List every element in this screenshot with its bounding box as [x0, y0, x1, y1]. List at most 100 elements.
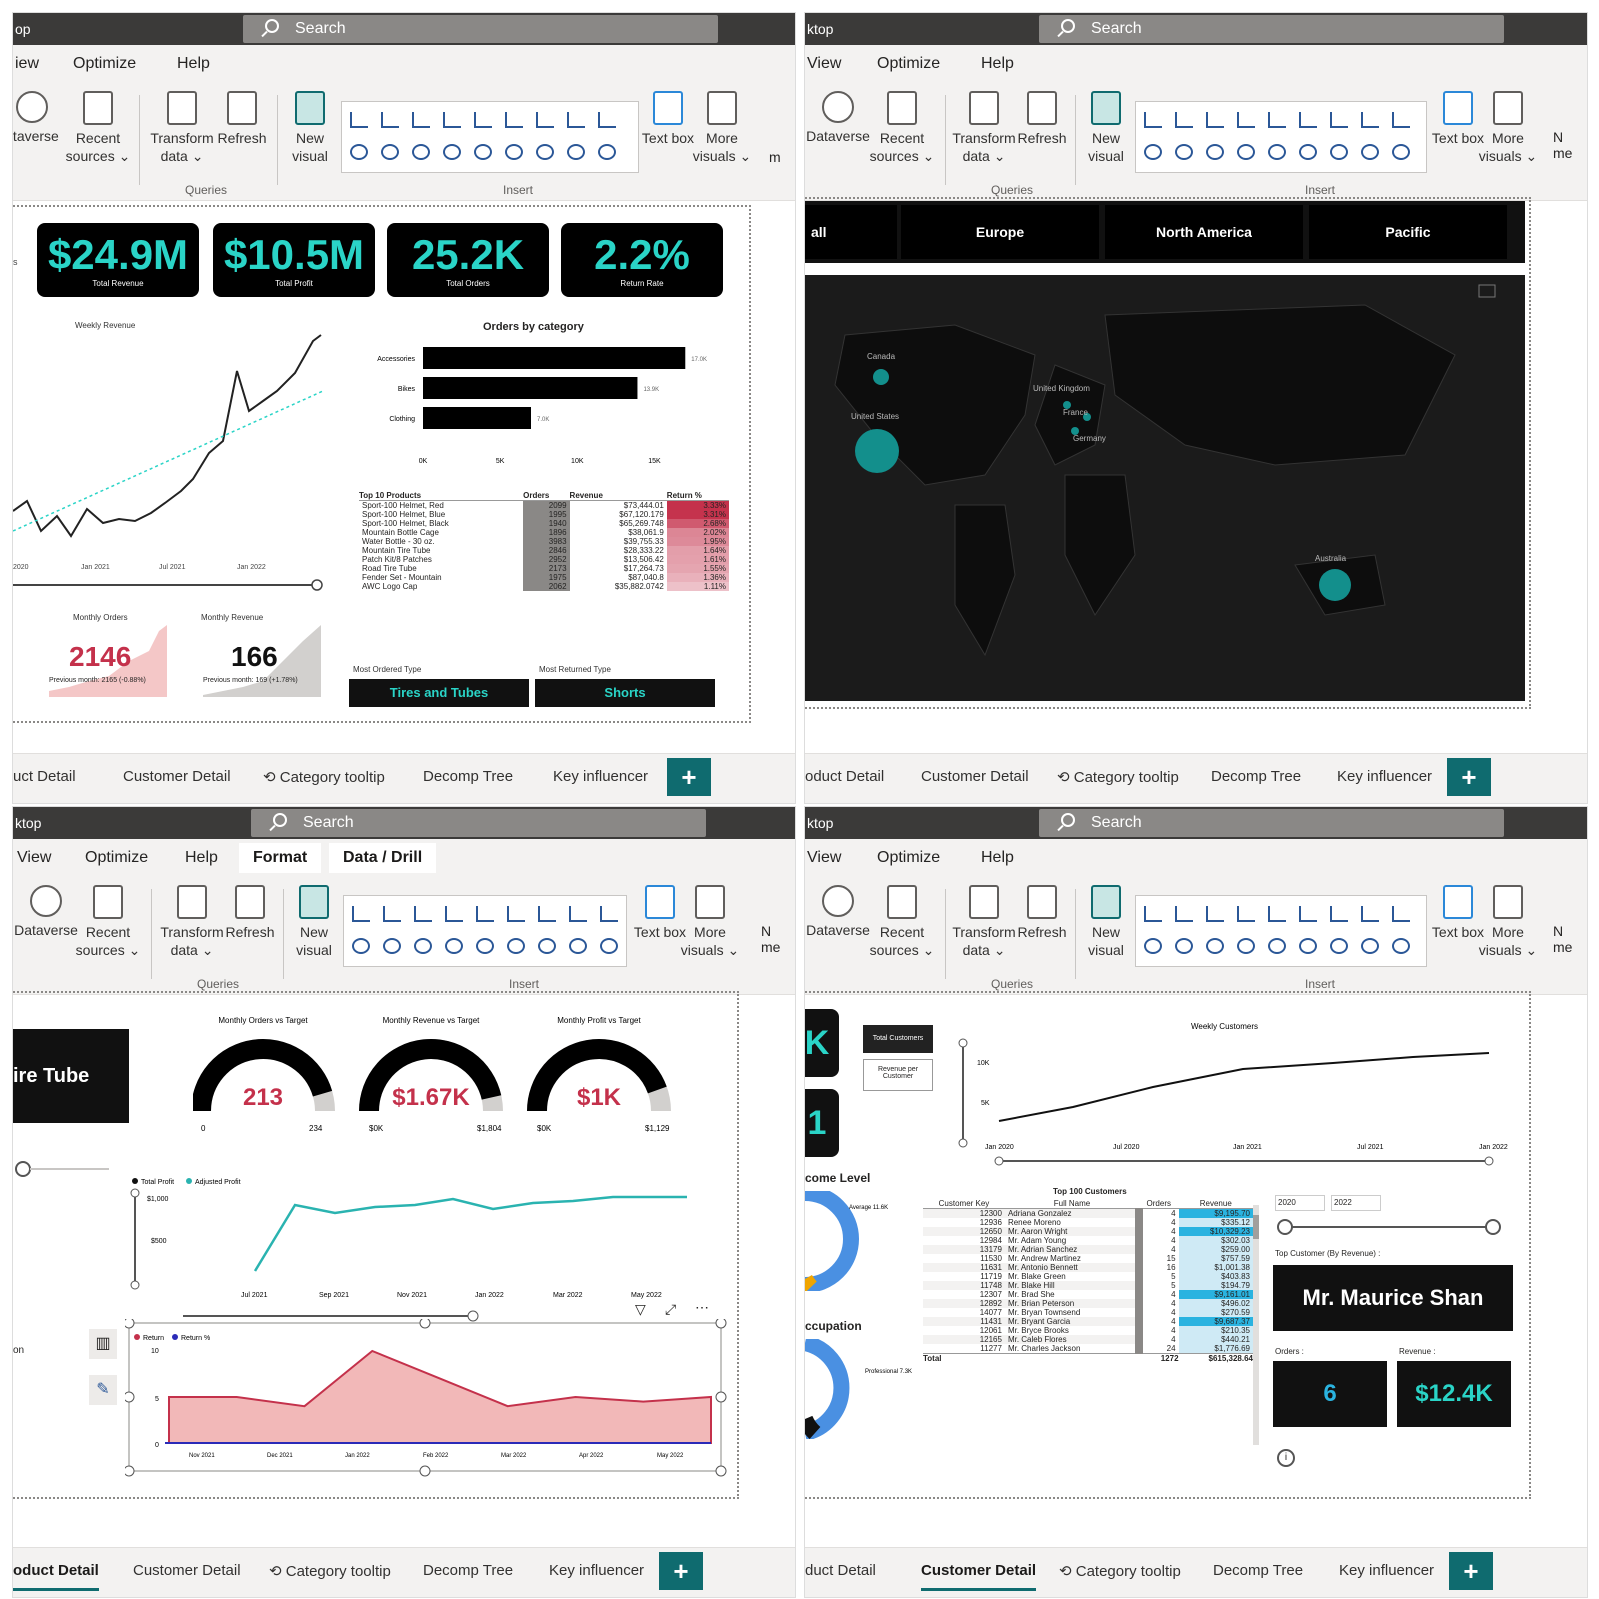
gallery-visual-icon[interactable]	[414, 906, 432, 922]
gallery-visual-icon[interactable]	[1175, 906, 1193, 922]
gallery-visual-icon[interactable]	[1392, 906, 1410, 922]
tab-key-influencer[interactable]: Key influencer	[1337, 768, 1433, 785]
table-row[interactable]: 13179 Mr. Adrian Sanchez 4 $259.00	[923, 1245, 1253, 1254]
year-from-input[interactable]: 2020	[1275, 1195, 1325, 1211]
gallery-visual-icon[interactable]	[1237, 112, 1255, 128]
gallery-visual-icon[interactable]	[474, 144, 492, 160]
menu-optimize[interactable]: Optimize	[73, 55, 137, 72]
tab-category-tooltip[interactable]: ⟲ Category tooltip	[269, 1563, 391, 1580]
table-row[interactable]: Patch Kit/8 Patches 2952 $13,506.42 1.61%	[359, 555, 729, 564]
table-row[interactable]: Water Bottle - 30 oz. 3983 $39,755.33 1.95%	[359, 537, 729, 546]
gallery-visual-icon[interactable]	[1237, 906, 1255, 922]
col-header-revenue[interactable]: Revenue	[1199, 1199, 1232, 1208]
table-row[interactable]: Sport-100 Helmet, Blue 1995 $67,120.179 3.3…	[359, 510, 729, 519]
gallery-visual-icon[interactable]	[600, 938, 618, 954]
more-visuals-button[interactable]: More visuals ⌄	[677, 885, 743, 959]
table-row[interactable]: 12061 Mr. Bryce Brooks 4 $210.35	[923, 1326, 1253, 1335]
gallery-visual-icon[interactable]	[598, 112, 616, 128]
tab-product-detail[interactable]: uct Detail	[13, 768, 76, 785]
text-box-button[interactable]: Text box	[1425, 91, 1491, 147]
tab-category-tooltip[interactable]: ⟲ Category tooltip	[1057, 769, 1179, 786]
menu-help[interactable]: Help	[981, 849, 1014, 866]
table-row[interactable]: 11277 Mr. Charles Jackson 24 $1,776.69	[923, 1344, 1253, 1354]
menu-optimize[interactable]: Optimize	[877, 55, 941, 72]
gallery-visual-icon[interactable]	[1361, 112, 1379, 128]
add-page-button[interactable]: +	[659, 1552, 703, 1590]
region-europe[interactable]: Europe	[901, 205, 1099, 259]
left-slider[interactable]	[13, 1159, 113, 1179]
menu-view[interactable]: iew	[15, 55, 40, 72]
more-visuals-button[interactable]: More visuals ⌄	[689, 91, 755, 165]
gallery-visual-icon[interactable]	[443, 112, 461, 128]
gallery-visual-icon[interactable]	[1361, 938, 1379, 954]
occupation-donut[interactable]: Professional 7.3K	[805, 1339, 925, 1439]
visual-gallery[interactable]	[1135, 895, 1427, 967]
col-header-product[interactable]: Top 10 Products	[359, 491, 422, 500]
top10-products-table[interactable]: Top 10 Products Orders Revenue Return % …	[359, 491, 729, 591]
region-pacific[interactable]: Pacific	[1309, 205, 1507, 259]
kpi-total-orders[interactable]: 25.2K Total Orders	[387, 223, 549, 297]
kpi-return-rate[interactable]: 2.2% Return Rate	[561, 223, 723, 297]
tab-product-detail[interactable]: oduct Detail	[805, 768, 885, 785]
gallery-visual-icon[interactable]	[350, 112, 368, 128]
gallery-visual-icon[interactable]	[1175, 112, 1193, 128]
gallery-visual-icon[interactable]	[1299, 906, 1317, 922]
table-row[interactable]: 12984 Mr. Adam Young 4 $302.03	[923, 1236, 1253, 1245]
visual-gallery[interactable]	[1135, 101, 1427, 173]
gallery-visual-icon[interactable]	[1206, 938, 1224, 954]
more-visuals-button[interactable]: More visuals ⌄	[1475, 885, 1541, 959]
col-header-customer-key[interactable]: Customer Key	[938, 1199, 990, 1208]
selected-product-card[interactable]: ire Tube	[13, 1029, 129, 1123]
gallery-visual-icon[interactable]	[1392, 938, 1410, 954]
tab-customer-detail[interactable]: Customer Detail	[921, 1562, 1037, 1591]
weekly-customers-chart[interactable]: Weekly Customers 10K 5K Jan 2020 Jul 202…	[953, 1017, 1523, 1167]
year-to-input[interactable]: 2022	[1331, 1195, 1381, 1211]
gallery-visual-icon[interactable]	[1268, 938, 1286, 954]
gallery-visual-icon[interactable]	[536, 112, 554, 128]
gallery-visual-icon[interactable]	[1299, 144, 1317, 160]
menu-view[interactable]: View	[807, 55, 842, 72]
gallery-visual-icon[interactable]	[383, 938, 401, 954]
gallery-visual-icon[interactable]	[569, 938, 587, 954]
new-visual-button[interactable]: New visual	[1073, 885, 1139, 959]
gallery-visual-icon[interactable]	[1361, 906, 1379, 922]
gallery-visual-icon[interactable]	[1144, 112, 1162, 128]
income-donut[interactable]: Average 11.6K	[805, 1191, 925, 1291]
gallery-visual-icon[interactable]	[381, 144, 399, 160]
search-box[interactable]: Search	[243, 15, 718, 43]
gallery-visual-icon[interactable]	[352, 906, 370, 922]
tab-key-influencer[interactable]: Key influencer	[1339, 1562, 1435, 1579]
table-row[interactable]: 12650 Mr. Aaron Wright 4 $10,329.23	[923, 1227, 1253, 1236]
toggle-total-customers[interactable]: Total Customers	[863, 1025, 933, 1053]
gallery-visual-icon[interactable]	[383, 906, 401, 922]
gallery-visual-icon[interactable]	[1268, 112, 1286, 128]
tab-decomp-tree[interactable]: Decomp Tree	[423, 1562, 514, 1579]
gallery-visual-icon[interactable]	[1392, 144, 1410, 160]
top-customer-card[interactable]: Mr. Maurice Shan	[1273, 1265, 1513, 1331]
gallery-visual-icon[interactable]	[1268, 144, 1286, 160]
gallery-visual-icon[interactable]	[445, 938, 463, 954]
orders-card[interactable]: 6	[1273, 1361, 1387, 1427]
tab-key-influencer[interactable]: Key influencer	[549, 1562, 645, 1579]
gallery-visual-icon[interactable]	[507, 938, 525, 954]
recent-sources-button[interactable]: Recent sources ⌄	[65, 91, 131, 165]
dataverse-button[interactable]: ataverse	[13, 91, 65, 145]
table-row[interactable]: 14077 Mr. Bryan Townsend 4 $270.59	[923, 1308, 1253, 1317]
dataverse-button[interactable]: Dataverse	[805, 91, 871, 145]
visual-gallery[interactable]	[343, 895, 627, 967]
gallery-visual-icon[interactable]	[569, 906, 587, 922]
table-row[interactable]: 12165 Mr. Caleb Flores 4 $440.21	[923, 1335, 1253, 1344]
gallery-visual-icon[interactable]	[1361, 144, 1379, 160]
target-gauges[interactable]: Monthly Orders vs Target 213 0 234 Monthly R…	[193, 1015, 713, 1145]
gallery-visual-icon[interactable]	[1330, 906, 1348, 922]
transform-data-button[interactable]: Transform data ⌄	[951, 885, 1017, 959]
gallery-visual-icon[interactable]	[1330, 938, 1348, 954]
table-row[interactable]: 11719 Mr. Blake Green 5 $403.83	[923, 1272, 1253, 1281]
transform-data-button[interactable]: Transform data ⌄	[149, 91, 215, 165]
menu-view[interactable]: View	[807, 849, 842, 866]
gallery-visual-icon[interactable]	[1268, 906, 1286, 922]
table-row[interactable]: 12892 Mr. Brian Peterson 4 $496.02	[923, 1299, 1253, 1308]
col-header-revenue[interactable]: Revenue	[569, 491, 603, 500]
menu-optimize[interactable]: Optimize	[85, 849, 149, 866]
search-box[interactable]: Search	[251, 809, 706, 837]
